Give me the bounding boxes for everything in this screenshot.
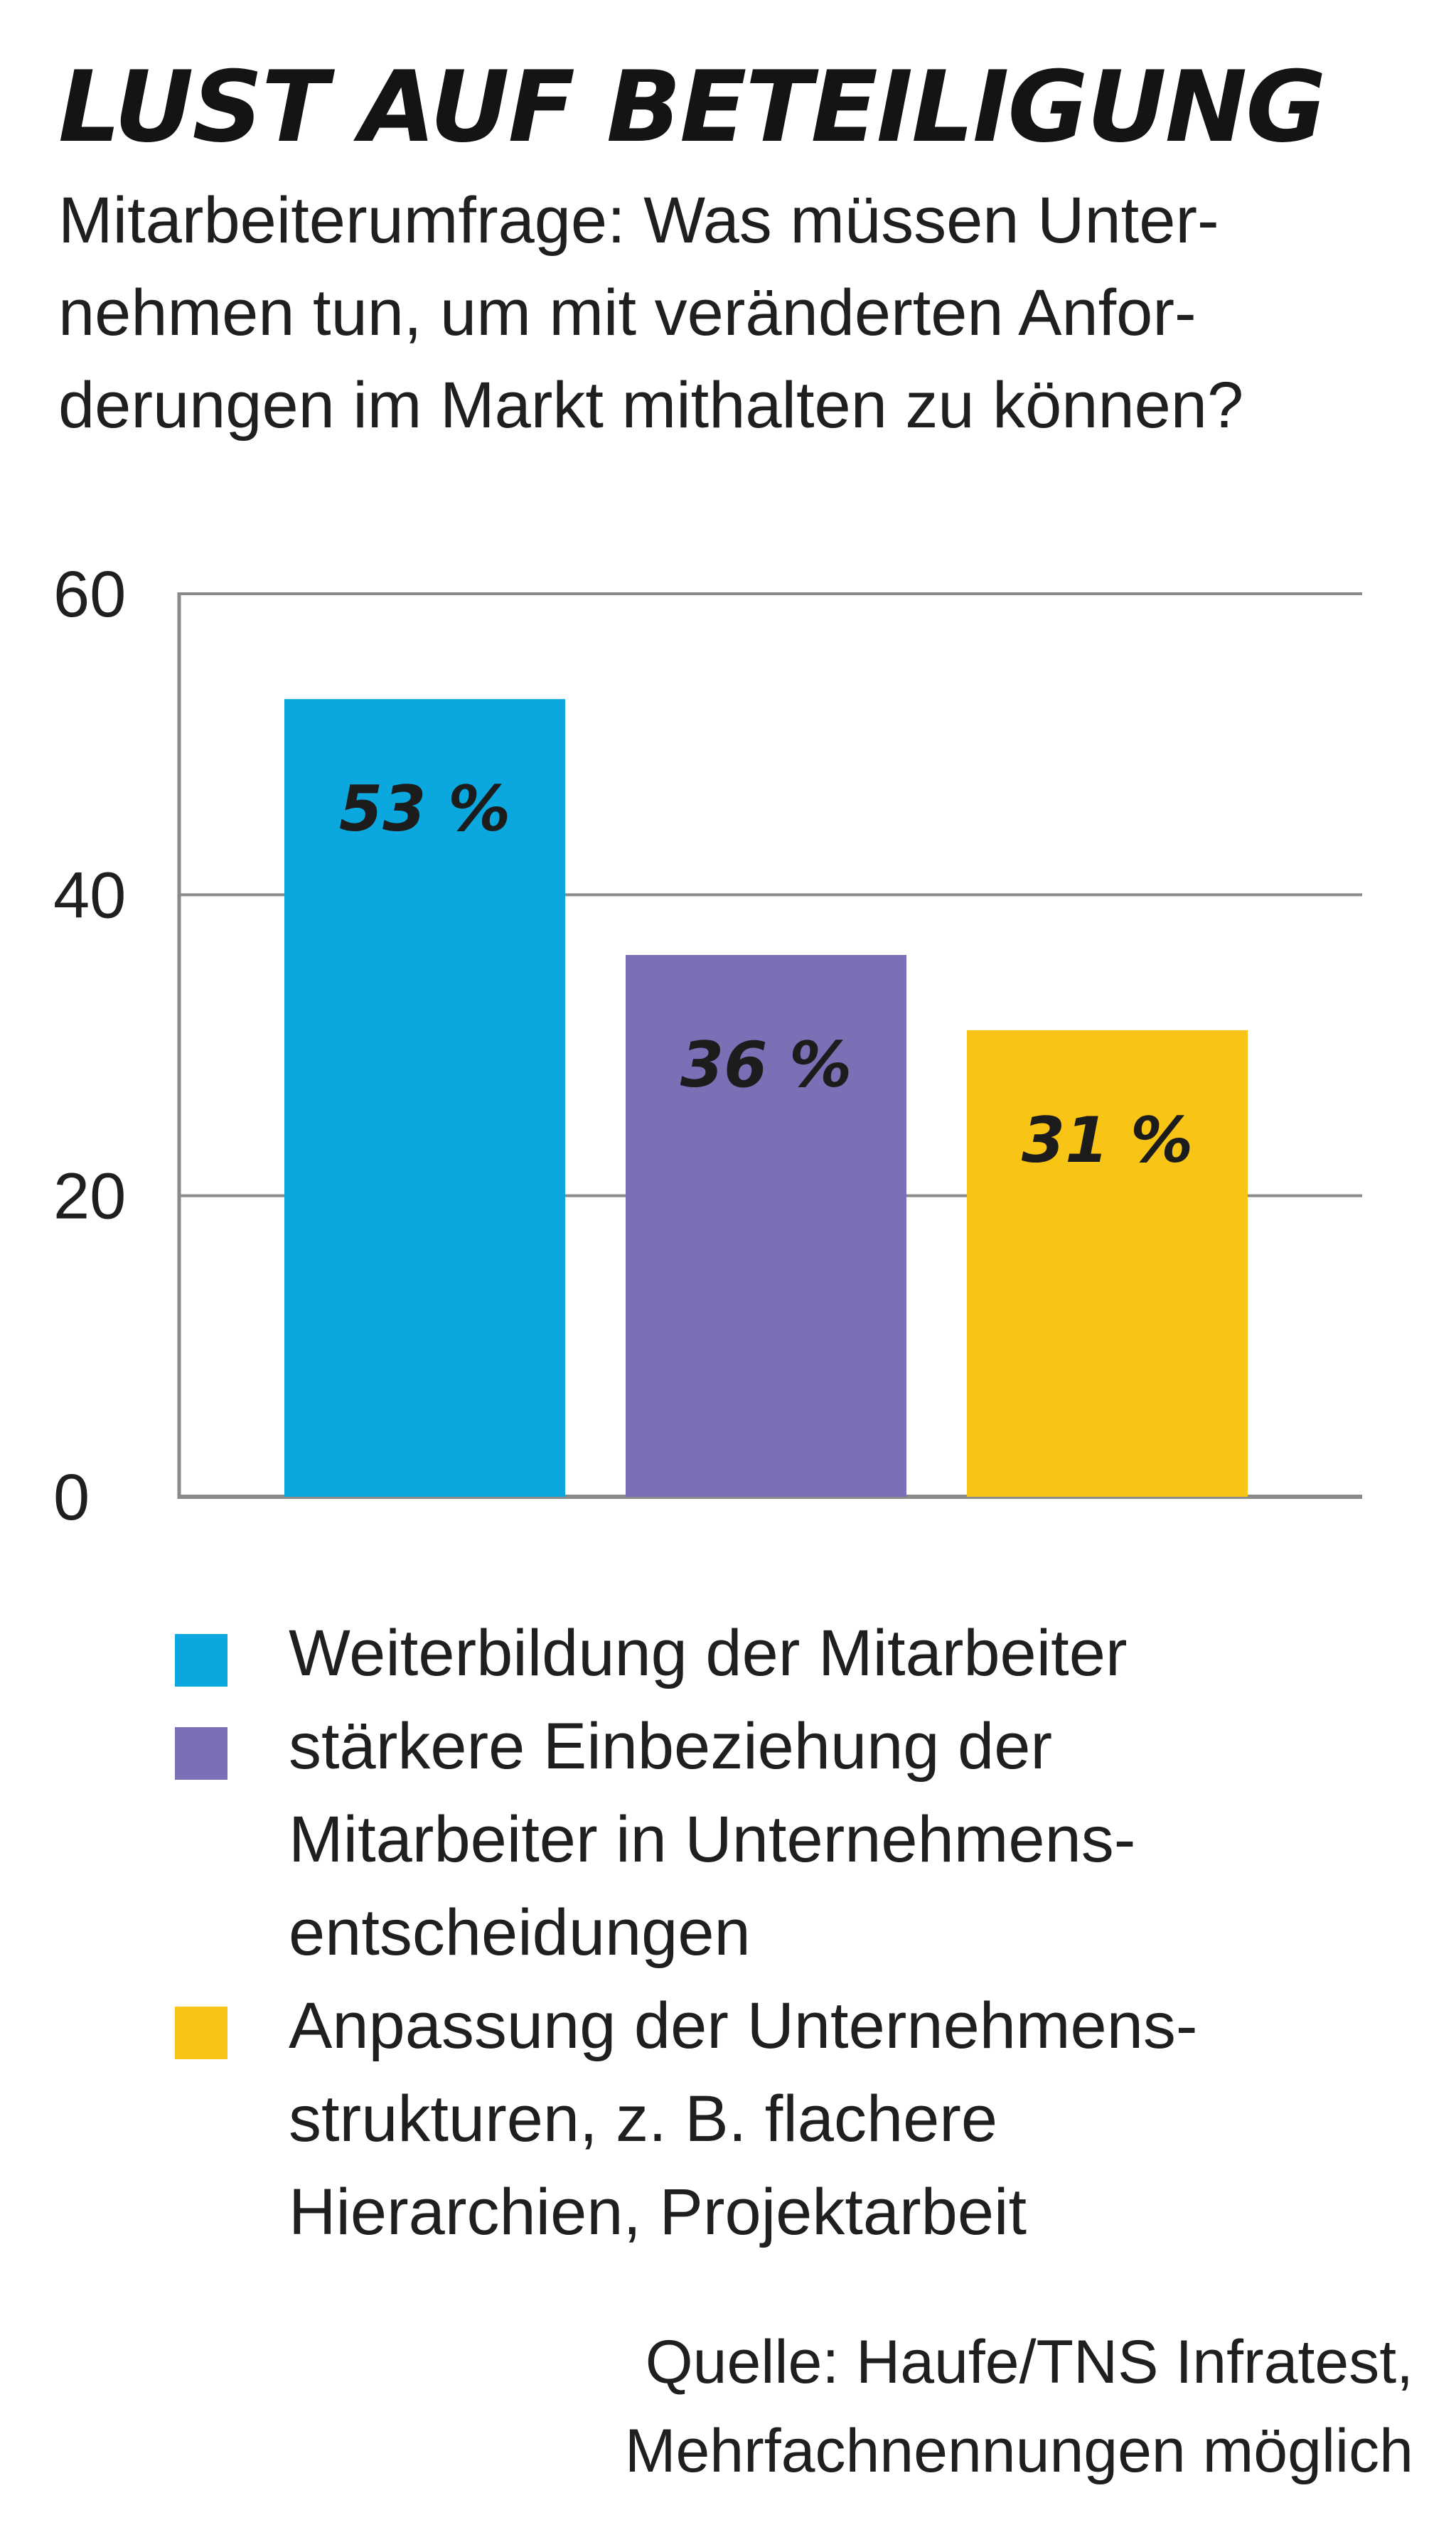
legend-label-line: Weiterbildung der Mitarbeiter [289,1617,1128,1689]
bar-1 [284,699,565,1497]
legend-label-line: entscheidungen [289,1896,751,1969]
source-line: Mehrfachnennungen möglich [624,2417,1413,2485]
y-tick-label: 0 [53,1461,90,1534]
subtitle-line: derungen im Markt mithalten zu können? [58,369,1244,442]
bar-value-label: 36 % [680,1028,852,1101]
bar-2 [626,955,906,1497]
source-line: Quelle: Haufe/TNS Infratest, [645,2328,1413,2396]
legend-swatch-cyan [175,1634,228,1687]
legend-label-line: Mitarbeiter in Unternehmens- [289,1803,1136,1876]
bar-3 [967,1030,1248,1497]
bar-value-label: 53 % [339,772,510,845]
legend-swatch-yellow [175,2007,228,2059]
chart-title: LUST AUF BETEILIGUNG [58,50,1327,164]
legend-swatch-purple [175,1727,228,1780]
y-tick-label: 20 [53,1160,126,1233]
y-tick-label: 60 [53,558,126,631]
legend-item-einbeziehung: stärkere Einbeziehung der Mitarbeiter in… [175,1700,1426,1980]
source-note: Quelle: Haufe/TNS Infratest, Mehrfachnen… [625,2318,1413,2496]
legend-item-anpassung: Anpassung der Unternehmens- strukturen, … [175,1980,1426,2259]
chart-legend: Weiterbildung der Mitarbeiter stärkere E… [175,1607,1426,2259]
legend-label-line: Anpassung der Unternehmens- [289,1990,1198,2062]
legend-label-line: strukturen, z. B. flachere [289,2083,998,2155]
legend-label-line: stärkere Einbeziehung der [289,1710,1052,1783]
legend-item-weiterbildung: Weiterbildung der Mitarbeiter [175,1607,1426,1700]
legend-label-line: Hierarchien, Projektarbeit [289,2176,1027,2248]
chart-subtitle: Mitarbeiterumfrage: Was müssen Unter- ne… [58,174,1409,452]
bar-value-label: 31 % [1022,1104,1193,1177]
subtitle-line: nehmen tun, um mit veränderten Anfor- [58,277,1197,349]
subtitle-line: Mitarbeiterumfrage: Was müssen Unter- [58,184,1219,257]
y-tick-label: 40 [53,859,126,931]
bar-chart: 0 20 40 60 53 % 36 % 31 % [53,558,1362,1534]
